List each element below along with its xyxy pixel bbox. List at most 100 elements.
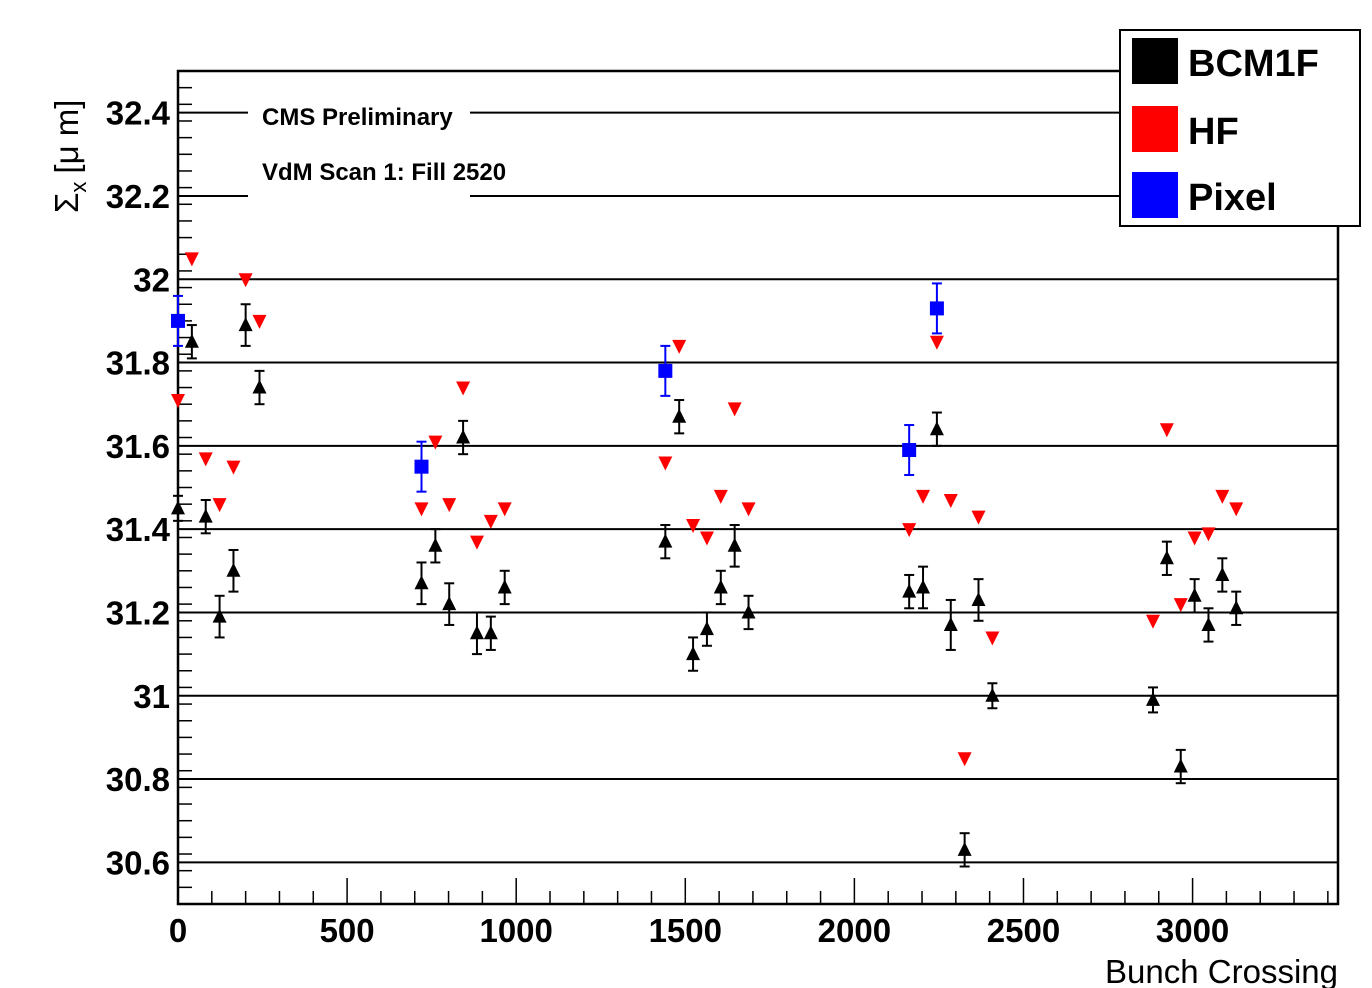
- y-tick-labels: 30.6 30.8 31 31.2 31.4 31.6 31.8 32 32.2 32.4: [106, 95, 171, 882]
- bcm1f-point: [497, 579, 512, 594]
- hf-point: [442, 498, 457, 513]
- bcm1f-point: [727, 537, 742, 552]
- hf-point: [198, 452, 213, 467]
- y-tick-label: 32.2: [106, 178, 170, 215]
- bcm1f-point: [184, 333, 199, 348]
- x-tick-label: 1500: [649, 912, 722, 949]
- x-tick-label: 2000: [818, 912, 891, 949]
- x-axis-title: Bunch Crossing: [1105, 953, 1338, 988]
- y-tick-label: 31.8: [106, 345, 170, 382]
- hf-point: [727, 402, 742, 417]
- x-tick-label: 3000: [1156, 912, 1229, 949]
- data-marks: [171, 252, 1244, 868]
- hf-point: [1159, 423, 1174, 438]
- x-tick-label: 0: [169, 912, 187, 949]
- bcm1f-point: [686, 646, 701, 661]
- bcm1f-point: [916, 579, 931, 594]
- hf-point: [916, 489, 931, 504]
- hf-point: [957, 752, 972, 767]
- bcm1f-point: [658, 533, 673, 548]
- bcm1f-point: [1159, 550, 1174, 565]
- y-axis-title: Σx [μ m]: [48, 100, 91, 213]
- x-tick-label: 1000: [479, 912, 552, 949]
- hf-point: [1187, 531, 1202, 546]
- hf-point: [686, 518, 701, 533]
- y-tick-label: 31: [133, 678, 170, 715]
- hf-point: [1229, 502, 1244, 517]
- bcm1f-point: [238, 317, 253, 332]
- hf-point: [252, 314, 267, 329]
- bcm1f-point: [428, 537, 443, 552]
- hf-point: [171, 394, 185, 409]
- y-axis-title-group: Σx [μ m]: [48, 100, 91, 213]
- bcm1f-point: [1215, 566, 1230, 581]
- bcm1f-point: [469, 625, 484, 640]
- pixel-point: [414, 459, 429, 474]
- bcm1f-point: [957, 841, 972, 856]
- bcm1f-point: [1201, 616, 1216, 631]
- hf-point: [971, 510, 986, 525]
- hf-point: [672, 339, 687, 354]
- hf-point: [985, 631, 1000, 646]
- hf-point: [658, 456, 673, 471]
- legend-swatch-bcm1f: [1132, 38, 1178, 84]
- bcm1f-point: [699, 621, 714, 636]
- y-tick-label: 31.2: [106, 594, 170, 631]
- bcm1f-point: [929, 421, 944, 436]
- hf-point: [212, 498, 227, 513]
- hf-point: [497, 502, 512, 517]
- pixel-point: [902, 443, 917, 458]
- annotation-cms-preliminary: CMS Preliminary: [262, 104, 453, 131]
- annotation-box: [248, 98, 470, 198]
- hf-point: [1201, 527, 1216, 542]
- bcm1f-point: [456, 429, 471, 444]
- pixel-point: [929, 301, 944, 316]
- bcm1f-point: [1173, 758, 1188, 773]
- y-tick-label: 32.4: [106, 95, 171, 132]
- hf-point: [902, 523, 917, 538]
- legend-label-pixel: Pixel: [1188, 177, 1277, 219]
- hf-point: [713, 489, 728, 504]
- hf-point: [456, 381, 471, 396]
- bcm1f-point: [1229, 600, 1244, 615]
- hf-point: [1215, 489, 1230, 504]
- bcm1f-point: [672, 408, 687, 423]
- hf-point: [1146, 614, 1161, 629]
- plot-frame: [176, 69, 1340, 906]
- pixel-point: [171, 313, 185, 328]
- y-axis-symbol: Σ: [48, 193, 85, 213]
- y-tick-label: 30.8: [106, 761, 170, 798]
- legend-label-bcm1f: BCM1F: [1188, 43, 1319, 85]
- bcm1f-point: [713, 579, 728, 594]
- y-tick-label: 31.4: [106, 511, 171, 548]
- hf-point: [1173, 598, 1188, 613]
- hf-point: [699, 531, 714, 546]
- y-axis-unit: [μ m]: [48, 100, 85, 174]
- hf-point: [469, 535, 484, 550]
- bcm1f-point: [741, 604, 756, 619]
- hf-point: [483, 514, 498, 529]
- bcm1f-point: [442, 596, 457, 611]
- hf-point: [929, 335, 944, 350]
- legend-swatch-pixel: [1132, 172, 1178, 218]
- bcm1f-point: [1146, 691, 1161, 706]
- pixel-point: [658, 363, 673, 378]
- hf-point: [428, 435, 443, 450]
- bcm1f-point: [414, 575, 429, 590]
- bcm1f-point: [171, 500, 185, 515]
- bcm1f-point: [252, 379, 267, 394]
- annotation-fill-info: VdM Scan 1: Fill 2520: [262, 159, 506, 186]
- hf-point: [414, 502, 429, 517]
- bcm1f-point: [902, 583, 917, 598]
- x-tick-label: 2500: [987, 912, 1060, 949]
- bcm1f-point: [1187, 587, 1202, 602]
- legend-label-hf: HF: [1188, 111, 1239, 153]
- hf-point: [238, 273, 253, 288]
- bcm1f-point: [971, 591, 986, 606]
- hf-point: [226, 460, 241, 475]
- legend: BCM1F HF Pixel: [1119, 29, 1361, 227]
- bcm1f-point: [198, 508, 213, 523]
- hf-point: [741, 502, 756, 517]
- legend-swatch-hf: [1132, 106, 1178, 152]
